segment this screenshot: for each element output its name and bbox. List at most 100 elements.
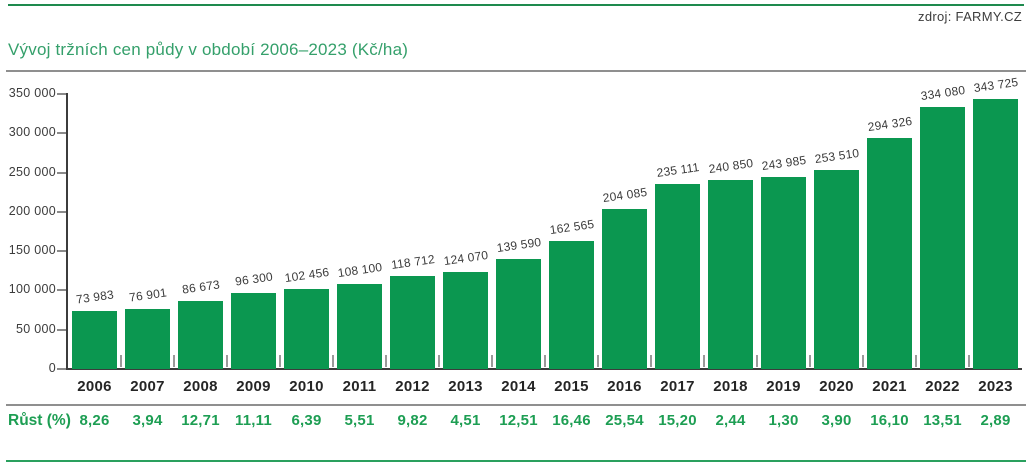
y-axis-label: 50 000 [15,321,56,336]
growth-value: 2,44 [715,412,746,429]
bar-value-label: 235 111 [655,160,700,181]
y-axis-label: 150 000 [8,243,56,258]
price-bar [231,293,276,369]
price-bar [814,169,859,369]
bar-value-label: 96 300 [233,269,274,289]
bar-column: 76 901 [121,88,175,369]
bar-value-label: 204 085 [601,184,648,205]
source-label: zdroj: FARMY.CZ [918,9,1022,24]
growth-values: 8,26 3,94 12,71 11,11 6,39 5,51 9,82 4,51 12,51 1… [68,412,1022,429]
price-bar [867,137,912,369]
growth-value: 12,71 [181,412,220,429]
price-bar [549,241,594,369]
x-axis-boundary-tick [968,355,970,367]
year-label: 2006 [77,378,112,395]
growth-value: 3,94 [132,412,163,429]
x-axis-boundary-tick [120,355,122,367]
bottom-divider [6,460,1026,462]
year-label: 2010 [289,378,324,395]
growth-value: 12,51 [499,412,538,429]
year-label: 2013 [448,378,483,395]
price-bar [337,284,382,369]
growth-row: Růst (%) 8,26 3,94 12,71 11,11 6,39 5,51 9,82 4… [0,412,1032,434]
bar-column: 253 510 [810,88,864,369]
y-axis-tick [57,171,66,174]
price-bar [284,288,329,369]
y-axis-tick [57,289,66,292]
year-label: 2012 [395,378,430,395]
bar-column: 334 080 [916,82,970,369]
growth-value: 16,46 [552,412,591,429]
year-label: 2016 [607,378,642,395]
x-axis-boundary-tick [491,355,493,367]
year-label: 2015 [554,378,589,395]
bar-column: 108 100 [333,88,387,369]
growth-value: 5,51 [344,412,375,429]
y-axis-tick [57,328,66,331]
year-label: 2007 [130,378,165,395]
chart-title: Vývoj tržních cen půdy v období 2006–202… [8,40,409,59]
price-chart: 0 50 000 100 000 150 000 200 000 250 000 300 0… [0,75,1032,388]
bar-column: 118 712 [386,88,440,369]
y-axis-label: 350 000 [8,86,56,100]
bar-value-label: 108 100 [336,260,383,281]
x-axis-boundary-tick [279,355,281,367]
year-label: 2017 [660,378,695,395]
bar-value-label: 294 326 [866,113,913,134]
bar-value-label: 118 712 [389,251,436,272]
growth-value: 4,51 [450,412,481,429]
price-bar [920,106,965,369]
price-bar [973,98,1018,369]
x-axis-boundary-tick [915,355,917,367]
y-axis-tick [57,250,66,253]
year-label: 2023 [978,378,1013,395]
bar-column: 102 456 [280,88,334,369]
growth-value: 11,11 [235,412,272,429]
y-axis-label: 300 000 [8,125,56,140]
bar-value-label: 76 901 [127,285,168,305]
price-bar [655,184,700,369]
x-axis-boundary-tick [862,355,864,367]
bar-value-label: 240 850 [707,155,754,176]
x-axis-line [66,368,1022,370]
x-axis-boundary-tick [438,355,440,367]
bar-value-label: 343 725 [972,74,1019,95]
y-axis-tick [57,368,66,370]
year-label: 2009 [236,378,271,395]
price-bar [390,275,435,369]
growth-value: 8,26 [79,412,110,429]
years-row: 2006 2007 2008 2009 2010 2011 2012 2013 2014 2015… [68,378,1022,395]
x-axis-boundary-tick [385,355,387,367]
growth-label: Růst (%) [8,412,71,429]
y-axis-label: 250 000 [8,164,56,179]
bar-value-label: 86 673 [180,277,221,297]
bar-value-label: 253 510 [813,145,860,166]
bar-value-label: 243 985 [760,153,807,174]
growth-value: 15,20 [658,412,697,429]
growth-value: 25,54 [605,412,644,429]
x-axis-boundary-tick [756,355,758,367]
price-bar [761,177,806,369]
y-axis-tick [57,210,66,213]
x-axis-boundary-tick [650,355,652,367]
bar-column: 294 326 [863,88,917,369]
price-bar [125,308,170,369]
year-label: 2019 [766,378,801,395]
bars-area: 73 983 76 901 86 673 96 300 102 456 108 100 11… [68,75,1022,369]
growth-value: 9,82 [397,412,428,429]
bar-column: 73 983 [68,88,122,369]
growth-value: 16,10 [870,412,909,429]
bar-column: 162 565 [545,88,599,369]
y-axis-line [66,93,68,370]
price-bar [708,179,753,369]
bar-column: 139 590 [492,88,546,369]
x-axis-boundary-tick [703,355,705,367]
x-axis-boundary-tick [226,355,228,367]
y-axis-label: 200 000 [8,203,56,218]
price-bar [602,208,647,369]
bar-value-label: 162 565 [548,217,595,238]
bar-column: 240 850 [704,88,758,369]
price-bar [443,271,488,369]
bar-column: 124 070 [439,88,493,369]
